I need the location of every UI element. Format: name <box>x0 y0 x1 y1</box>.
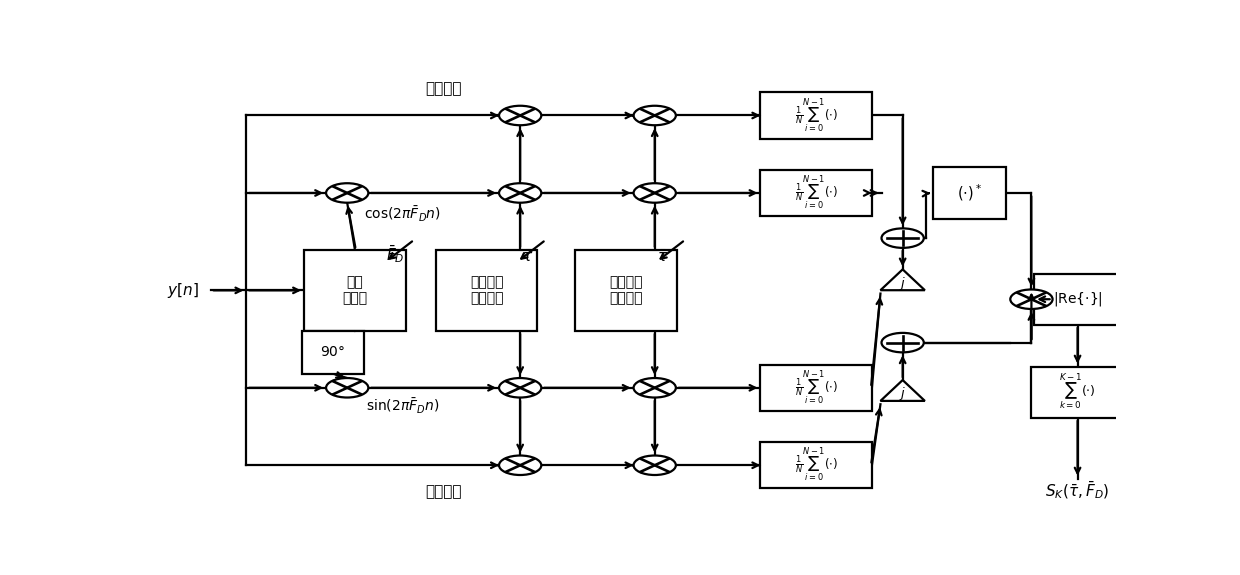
Text: $\sum_{k=0}^{K-1}(\cdot)$: $\sum_{k=0}^{K-1}(\cdot)$ <box>1059 372 1096 412</box>
Circle shape <box>498 378 542 397</box>
Circle shape <box>634 183 676 203</box>
Circle shape <box>882 333 924 352</box>
Text: $\frac{1}{N}\sum_{i=0}^{N-1}(\cdot)$: $\frac{1}{N}\sum_{i=0}^{N-1}(\cdot)$ <box>795 97 838 135</box>
Circle shape <box>326 183 368 203</box>
FancyBboxPatch shape <box>760 170 872 216</box>
FancyBboxPatch shape <box>760 93 872 139</box>
Text: $y[n]$: $y[n]$ <box>166 281 198 300</box>
Circle shape <box>1011 289 1053 309</box>
Circle shape <box>498 183 542 203</box>
Text: $j$: $j$ <box>899 385 906 402</box>
FancyBboxPatch shape <box>1032 366 1123 418</box>
Text: $\bar{F}_D$: $\bar{F}_D$ <box>386 243 404 265</box>
Text: $\sin(2\pi\bar{F}_D n)$: $\sin(2\pi\bar{F}_D n)$ <box>366 397 440 416</box>
Circle shape <box>498 106 542 125</box>
Text: $\frac{1}{N}\sum_{i=0}^{N-1}(\cdot)$: $\frac{1}{N}\sum_{i=0}^{N-1}(\cdot)$ <box>795 446 838 484</box>
FancyBboxPatch shape <box>934 167 1007 218</box>
Circle shape <box>498 455 542 475</box>
Text: $S_K(\bar{\tau},\bar{F}_D)$: $S_K(\bar{\tau},\bar{F}_D)$ <box>1045 480 1110 501</box>
FancyBboxPatch shape <box>303 331 363 374</box>
FancyBboxPatch shape <box>575 250 677 331</box>
Text: $\bar{\tau}$: $\bar{\tau}$ <box>522 249 533 265</box>
Text: 数据信道
码发生器: 数据信道 码发生器 <box>470 275 503 305</box>
Text: $\frac{1}{N}\sum_{i=0}^{N-1}(\cdot)$: $\frac{1}{N}\sum_{i=0}^{N-1}(\cdot)$ <box>795 174 838 212</box>
Circle shape <box>326 378 368 397</box>
Text: $\frac{1}{N}\sum_{i=0}^{N-1}(\cdot)$: $\frac{1}{N}\sum_{i=0}^{N-1}(\cdot)$ <box>795 369 838 407</box>
Text: 正交支路: 正交支路 <box>425 484 461 499</box>
Circle shape <box>634 106 676 125</box>
Text: $(\cdot)^*$: $(\cdot)^*$ <box>957 183 982 204</box>
Text: 同相支路: 同相支路 <box>425 81 461 96</box>
FancyBboxPatch shape <box>435 250 537 331</box>
Circle shape <box>882 228 924 248</box>
Polygon shape <box>880 270 925 290</box>
Circle shape <box>634 378 676 397</box>
Text: 导频信道
码发生器: 导频信道 码发生器 <box>609 275 642 305</box>
Text: $\bar{\tau}$: $\bar{\tau}$ <box>657 249 668 265</box>
Text: 频率
发生器: 频率 发生器 <box>342 275 367 305</box>
Text: $\cos(2\pi\bar{F}_D n)$: $\cos(2\pi\bar{F}_D n)$ <box>365 205 441 224</box>
Circle shape <box>634 455 676 475</box>
Polygon shape <box>880 380 925 401</box>
FancyBboxPatch shape <box>760 365 872 411</box>
FancyBboxPatch shape <box>760 442 872 488</box>
FancyBboxPatch shape <box>304 250 405 331</box>
Text: $j$: $j$ <box>899 274 906 292</box>
FancyBboxPatch shape <box>1034 274 1121 325</box>
Text: $|\mathrm{Re}\{\cdot\}|$: $|\mathrm{Re}\{\cdot\}|$ <box>1053 290 1102 308</box>
Text: $90°$: $90°$ <box>320 346 346 359</box>
